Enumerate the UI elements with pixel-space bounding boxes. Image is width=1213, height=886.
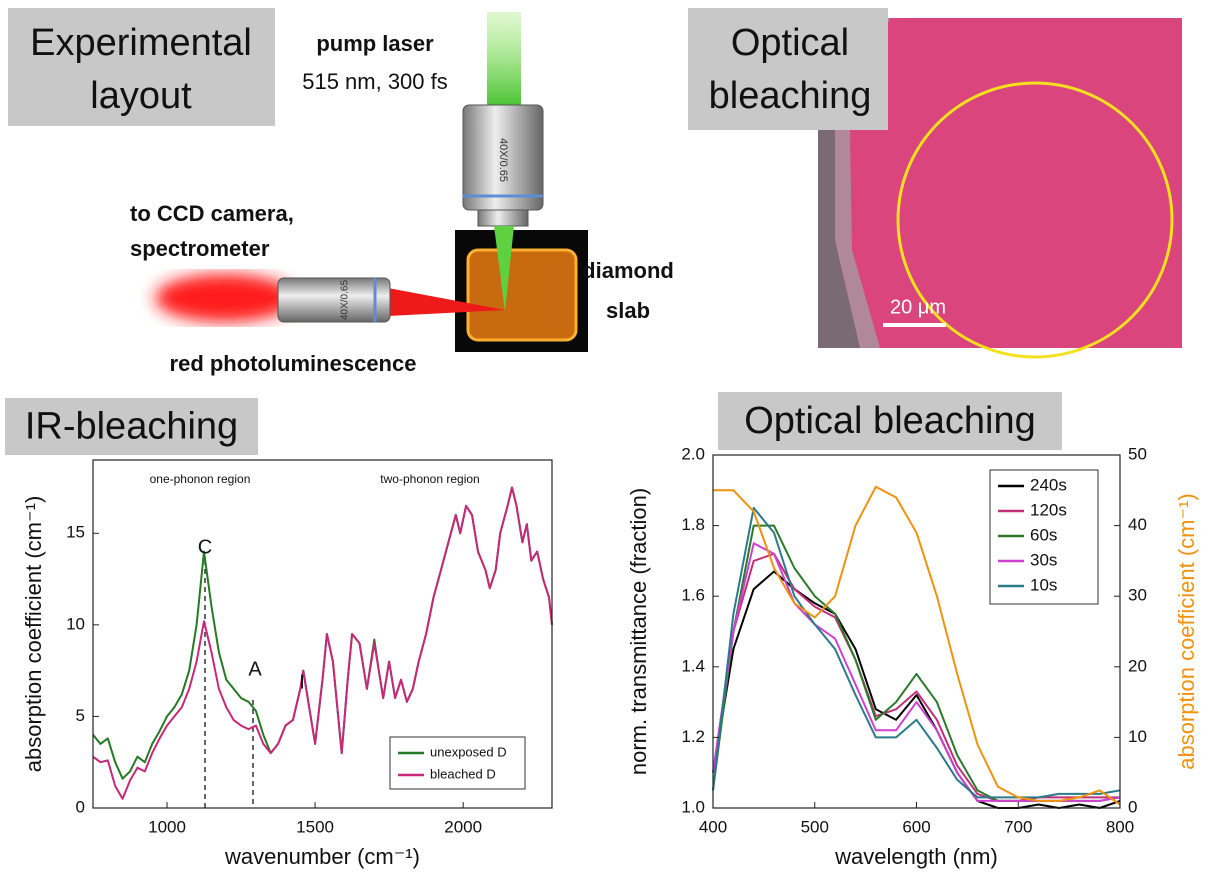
- series-line: [712, 506, 1121, 799]
- x-tick-label: 800: [1106, 817, 1134, 836]
- y-tick-label: 5: [76, 706, 85, 725]
- x-tick-label: 400: [699, 817, 727, 836]
- red-beam: [388, 288, 505, 316]
- annotation: C: [198, 536, 212, 558]
- title-box: [688, 8, 888, 130]
- y2-tick-label: 20: [1128, 656, 1147, 675]
- y2-tick-label: 30: [1128, 586, 1147, 605]
- x-tick-label: 1000: [148, 817, 186, 836]
- y-axis-label: absorption coefficient (cm⁻¹): [21, 496, 46, 773]
- panel-title: Experimental: [30, 22, 252, 64]
- legend-label: 240s: [1030, 475, 1067, 494]
- annotation: I: [299, 671, 305, 693]
- annotation: one-phonon region: [150, 472, 251, 486]
- label: to CCD camera,: [130, 201, 294, 226]
- y-axis-label: norm. transmittance (fraction): [626, 488, 651, 775]
- title-box: [8, 8, 275, 126]
- y2-tick-label: 40: [1128, 515, 1147, 534]
- panel-title: bleaching: [709, 75, 872, 117]
- y-tick-label: 1.4: [681, 656, 705, 675]
- annotation: A: [248, 658, 262, 680]
- y-tick-label: 1.0: [681, 797, 705, 816]
- y-tick-label: 1.2: [681, 727, 705, 746]
- legend-label: 60s: [1030, 525, 1057, 544]
- legend-label: bleached D: [430, 766, 496, 781]
- label: slab: [606, 298, 650, 323]
- objective-label: 40X/0.65: [497, 138, 509, 182]
- label: red photoluminescence: [170, 351, 417, 376]
- x-axis-label: wavelength (nm): [834, 844, 998, 869]
- legend-box: [389, 736, 526, 790]
- y-tick-label: 15: [66, 523, 85, 542]
- legend-label: 30s: [1030, 550, 1057, 569]
- y-tick-label: 0: [76, 797, 85, 816]
- plot-frame: [92, 459, 553, 809]
- label: spectrometer: [130, 236, 270, 261]
- label: pump laser: [316, 31, 434, 56]
- objective-label: 40X/0.65: [340, 280, 351, 320]
- panel-title: layout: [90, 75, 192, 117]
- y2-tick-label: 10: [1128, 727, 1147, 746]
- x-tick-label: 500: [801, 817, 829, 836]
- x-tick-label: 700: [1004, 817, 1032, 836]
- title-box: [5, 398, 258, 455]
- x-axis-label: wavenumber (cm⁻¹): [224, 844, 420, 869]
- scale-label: 20 μm: [890, 296, 946, 318]
- diamond: [466, 248, 578, 342]
- series-line: [713, 485, 1121, 806]
- objective: [277, 277, 391, 323]
- y-tick-label: 1.6: [681, 586, 705, 605]
- series-line: [92, 486, 553, 800]
- objective-nose: [477, 209, 529, 227]
- label: diamond: [582, 258, 674, 283]
- x-tick-label: 1500: [296, 817, 334, 836]
- x-tick-label: 2000: [444, 817, 482, 836]
- y2-tick-label: 50: [1128, 444, 1147, 463]
- y-tick-label: 1.8: [681, 515, 705, 534]
- y2-tick-label: 0: [1128, 797, 1137, 816]
- legend-label: unexposed D: [430, 744, 507, 759]
- label: 515 nm, 300 fs: [302, 69, 448, 94]
- pump-beam: [487, 12, 521, 110]
- x-tick-label: 600: [902, 817, 930, 836]
- y-tick-label: 2.0: [681, 444, 705, 463]
- legend-label: 10s: [1030, 575, 1057, 594]
- panel-title: Optical: [731, 22, 849, 64]
- title-box: [718, 392, 1062, 450]
- series-line: [712, 552, 1120, 802]
- layout-panel: Experimental layout 40X/0.65 40X/0.65 pu…: [8, 8, 674, 376]
- panel-title: IR-bleaching: [25, 406, 238, 448]
- annotation: two-phonon region: [380, 472, 479, 486]
- panel-title: Optical bleaching: [744, 400, 1036, 442]
- region-circle: [896, 81, 1174, 359]
- red-glow: [155, 274, 295, 322]
- focused-beam: [494, 226, 514, 312]
- y-tick-label: 10: [66, 614, 85, 633]
- legend-label: 120s: [1030, 500, 1067, 519]
- y2-axis-label: absorption coefficient (cm⁻¹): [1174, 493, 1199, 770]
- image-panel: 20 μm Optical bleaching: [688, 8, 1182, 359]
- series-line: [712, 570, 1121, 809]
